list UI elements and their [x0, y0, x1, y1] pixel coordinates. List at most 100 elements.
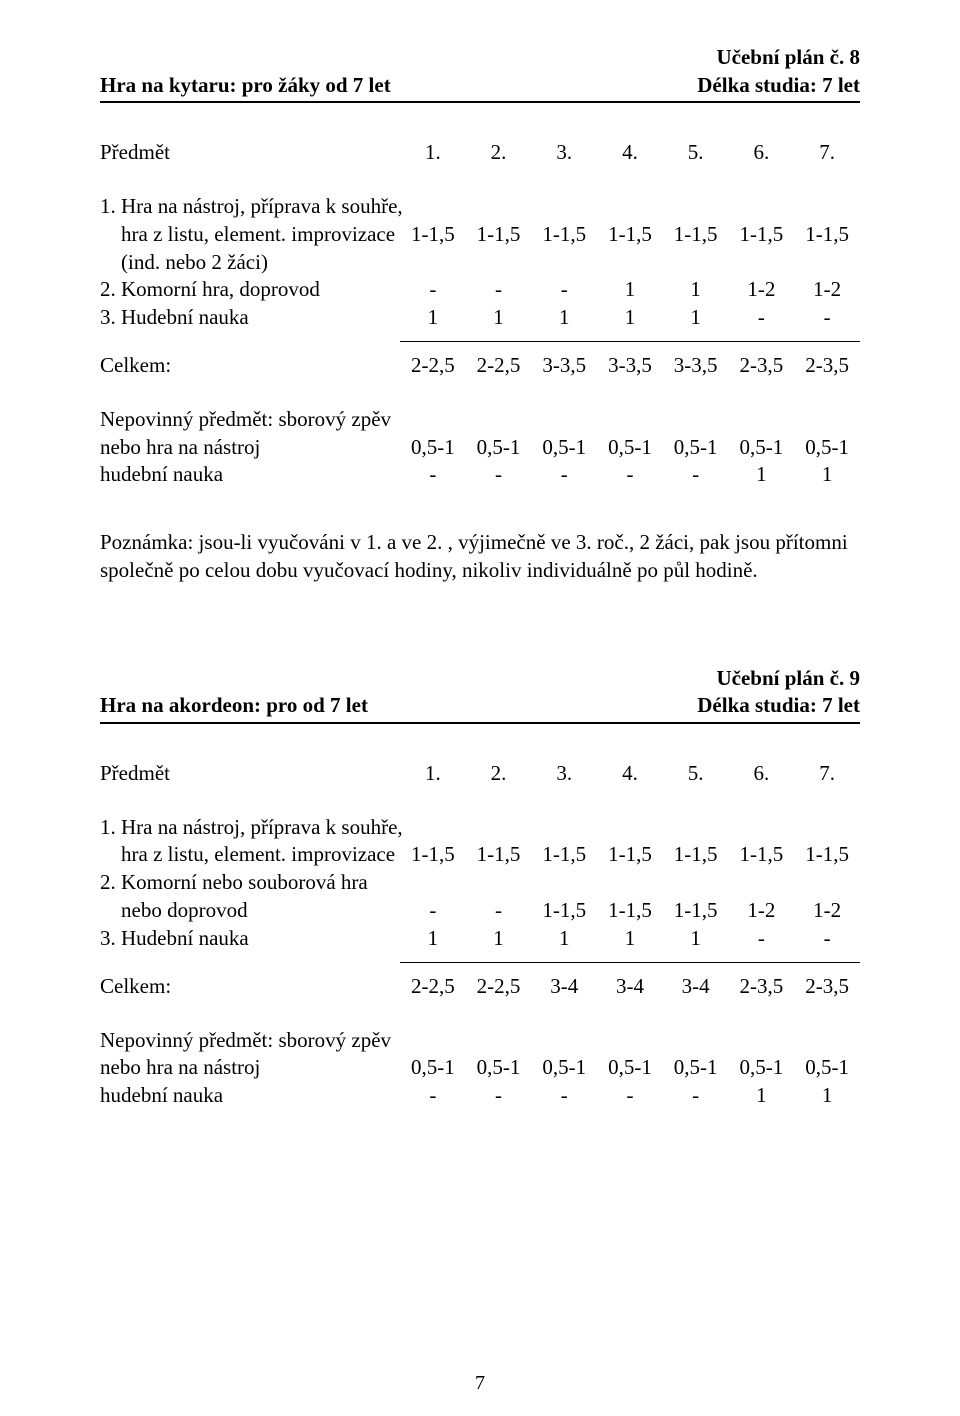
cell: 1 — [663, 304, 729, 332]
plan-9-table: Předmět 1. 2. 3. 4. 5. 6. 7. 1. Hra na n… — [100, 760, 860, 1110]
cell: - — [531, 1082, 597, 1110]
cell: 1 — [597, 925, 663, 953]
cell: 0,5-1 — [663, 434, 729, 462]
cell: 1 — [531, 304, 597, 332]
total-row: Celkem: 2-2,5 2-2,5 3-3,5 3-3,5 3-3,5 2-… — [100, 352, 860, 380]
cell: 2-2,5 — [466, 352, 532, 380]
cell: 0,5-1 — [597, 434, 663, 462]
cell: - — [400, 461, 466, 489]
subject-header-row: Předmět 1. 2. 3. 4. 5. 6. 7. — [100, 760, 860, 788]
year-header: 1. — [400, 139, 466, 167]
cell: - — [531, 276, 597, 304]
year-header: 1. — [400, 760, 466, 788]
cell: 1-1,5 — [400, 221, 466, 249]
year-header: 7. — [794, 139, 860, 167]
cell: 1 — [400, 304, 466, 332]
optional-header-row: Nepovinný předmět: sborový zpěv — [100, 1027, 860, 1055]
page: Hra na kytaru: pro žáky od 7 let Učební … — [0, 0, 960, 1416]
subject-header: Předmět — [100, 139, 400, 167]
cell: 1-1,5 — [531, 221, 597, 249]
cell: 2-2,5 — [400, 352, 466, 380]
table-row: nebo hra na nástroj 0,5-1 0,5-1 0,5-1 0,… — [100, 1054, 860, 1082]
plan-9-label: Učební plán č. 9 — [697, 665, 860, 693]
table-row: hudební nauka - - - - - 1 1 — [100, 1082, 860, 1110]
year-header: 3. — [531, 760, 597, 788]
cell: - — [597, 1082, 663, 1110]
cell: - — [794, 304, 860, 332]
plan-8-duration: Délka studia: 7 let — [697, 72, 860, 100]
cell: 0,5-1 — [466, 434, 532, 462]
cell: 0,5-1 — [663, 1054, 729, 1082]
cell: - — [400, 1082, 466, 1110]
plan-8-label: Učební plán č. 8 — [697, 44, 860, 72]
cell: - — [466, 1082, 532, 1110]
table-row: 3. Hudební nauka 1 1 1 1 1 - - — [100, 304, 860, 332]
table-row: 2. Komorní hra, doprovod - - - 1 1 1-2 1… — [100, 276, 860, 304]
cell: 2-2,5 — [400, 973, 466, 1001]
year-header: 3. — [531, 139, 597, 167]
row-label: 3. Hudební nauka — [100, 925, 400, 953]
row-label: 3. Hudební nauka — [100, 304, 400, 332]
cell: 1 — [466, 304, 532, 332]
table-row: 3. Hudební nauka 1 1 1 1 1 - - — [100, 925, 860, 953]
plan-8-title: Hra na kytaru: pro žáky od 7 let — [100, 72, 391, 100]
cell: 0,5-1 — [400, 434, 466, 462]
cell: 2-3,5 — [794, 973, 860, 1001]
plan-9-header: Hra na akordeon: pro od 7 let Učební plá… — [100, 665, 860, 724]
cell: - — [663, 461, 729, 489]
table-row: 1. Hra na nástroj, příprava k souhře, — [100, 814, 860, 842]
cell: 1 — [400, 925, 466, 953]
cell: 3-3,5 — [663, 352, 729, 380]
cell: 3-3,5 — [531, 352, 597, 380]
total-label: Celkem: — [100, 973, 400, 1001]
cell: 1-2 — [794, 897, 860, 925]
row-label: nebo hra na nástroj — [100, 434, 400, 462]
page-number: 7 — [0, 1370, 960, 1396]
cell: 1-1,5 — [729, 221, 795, 249]
cell: 1-1,5 — [794, 841, 860, 869]
cell: 1-1,5 — [663, 841, 729, 869]
cell: - — [466, 461, 532, 489]
cell: 0,5-1 — [531, 434, 597, 462]
table-row: hra z listu, element. improvizace 1-1,5 … — [100, 221, 860, 249]
row-label: 1. Hra na nástroj, příprava k souhře, — [100, 814, 400, 842]
plan-8-table: Předmět 1. 2. 3. 4. 5. 6. 7. 1. Hra na n… — [100, 139, 860, 489]
cell: 1-1,5 — [663, 897, 729, 925]
row-label: nebo hra na nástroj — [100, 1054, 400, 1082]
cell: 3-4 — [597, 973, 663, 1001]
year-header: 4. — [597, 760, 663, 788]
optional-label: Nepovinný předmět: sborový zpěv — [100, 1027, 860, 1055]
cell: 1-1,5 — [597, 221, 663, 249]
row-label: (ind. nebo 2 žáci) — [100, 249, 400, 277]
optional-label: Nepovinný předmět: sborový zpěv — [100, 406, 860, 434]
table-row: 2. Komorní nebo souborová hra — [100, 869, 860, 897]
cell: 1 — [729, 1082, 795, 1110]
year-header: 6. — [729, 139, 795, 167]
cell: - — [794, 925, 860, 953]
cell: 1-1,5 — [531, 841, 597, 869]
plan-9-title: Hra na akordeon: pro od 7 let — [100, 692, 368, 720]
year-header: 2. — [466, 760, 532, 788]
cell: 1 — [663, 276, 729, 304]
cell: - — [400, 276, 466, 304]
cell: 0,5-1 — [794, 1054, 860, 1082]
cell: 3-3,5 — [597, 352, 663, 380]
cell: 1-1,5 — [400, 841, 466, 869]
cell: - — [531, 461, 597, 489]
year-header: 5. — [663, 139, 729, 167]
cell: 3-4 — [663, 973, 729, 1001]
table-row: nebo hra na nástroj 0,5-1 0,5-1 0,5-1 0,… — [100, 434, 860, 462]
row-label: hra z listu, element. improvizace — [100, 841, 400, 869]
cell: 2-3,5 — [794, 352, 860, 380]
year-header: 7. — [794, 760, 860, 788]
cell: - — [466, 276, 532, 304]
cell: 1 — [597, 304, 663, 332]
table-row: (ind. nebo 2 žáci) — [100, 249, 860, 277]
row-label: nebo doprovod — [100, 897, 400, 925]
cell: 1 — [597, 276, 663, 304]
cell: 2-3,5 — [729, 973, 795, 1001]
cell: 0,5-1 — [466, 1054, 532, 1082]
cell: - — [597, 461, 663, 489]
cell: 1-1,5 — [531, 897, 597, 925]
cell: 1-1,5 — [597, 841, 663, 869]
